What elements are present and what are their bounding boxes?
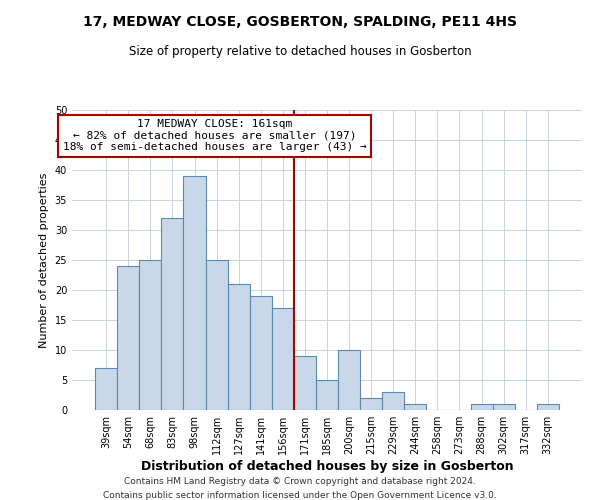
Bar — [404, 404, 427, 410]
Bar — [139, 260, 161, 410]
Bar — [537, 404, 559, 410]
Text: 17 MEDWAY CLOSE: 161sqm
← 82% of detached houses are smaller (197)
18% of semi-d: 17 MEDWAY CLOSE: 161sqm ← 82% of detache… — [63, 119, 367, 152]
Bar — [294, 356, 316, 410]
Bar — [184, 176, 206, 410]
Bar — [470, 404, 493, 410]
Bar — [382, 392, 404, 410]
Bar — [250, 296, 272, 410]
Bar — [316, 380, 338, 410]
Bar — [117, 266, 139, 410]
Bar — [272, 308, 294, 410]
Bar — [161, 218, 184, 410]
Bar — [227, 284, 250, 410]
Bar — [338, 350, 360, 410]
Bar — [360, 398, 382, 410]
Text: Size of property relative to detached houses in Gosberton: Size of property relative to detached ho… — [128, 45, 472, 58]
Text: Contains HM Land Registry data © Crown copyright and database right 2024.: Contains HM Land Registry data © Crown c… — [124, 478, 476, 486]
Bar — [493, 404, 515, 410]
X-axis label: Distribution of detached houses by size in Gosberton: Distribution of detached houses by size … — [140, 460, 514, 473]
Text: Contains public sector information licensed under the Open Government Licence v3: Contains public sector information licen… — [103, 491, 497, 500]
Bar — [95, 368, 117, 410]
Y-axis label: Number of detached properties: Number of detached properties — [39, 172, 49, 348]
Bar — [206, 260, 227, 410]
Text: 17, MEDWAY CLOSE, GOSBERTON, SPALDING, PE11 4HS: 17, MEDWAY CLOSE, GOSBERTON, SPALDING, P… — [83, 15, 517, 29]
